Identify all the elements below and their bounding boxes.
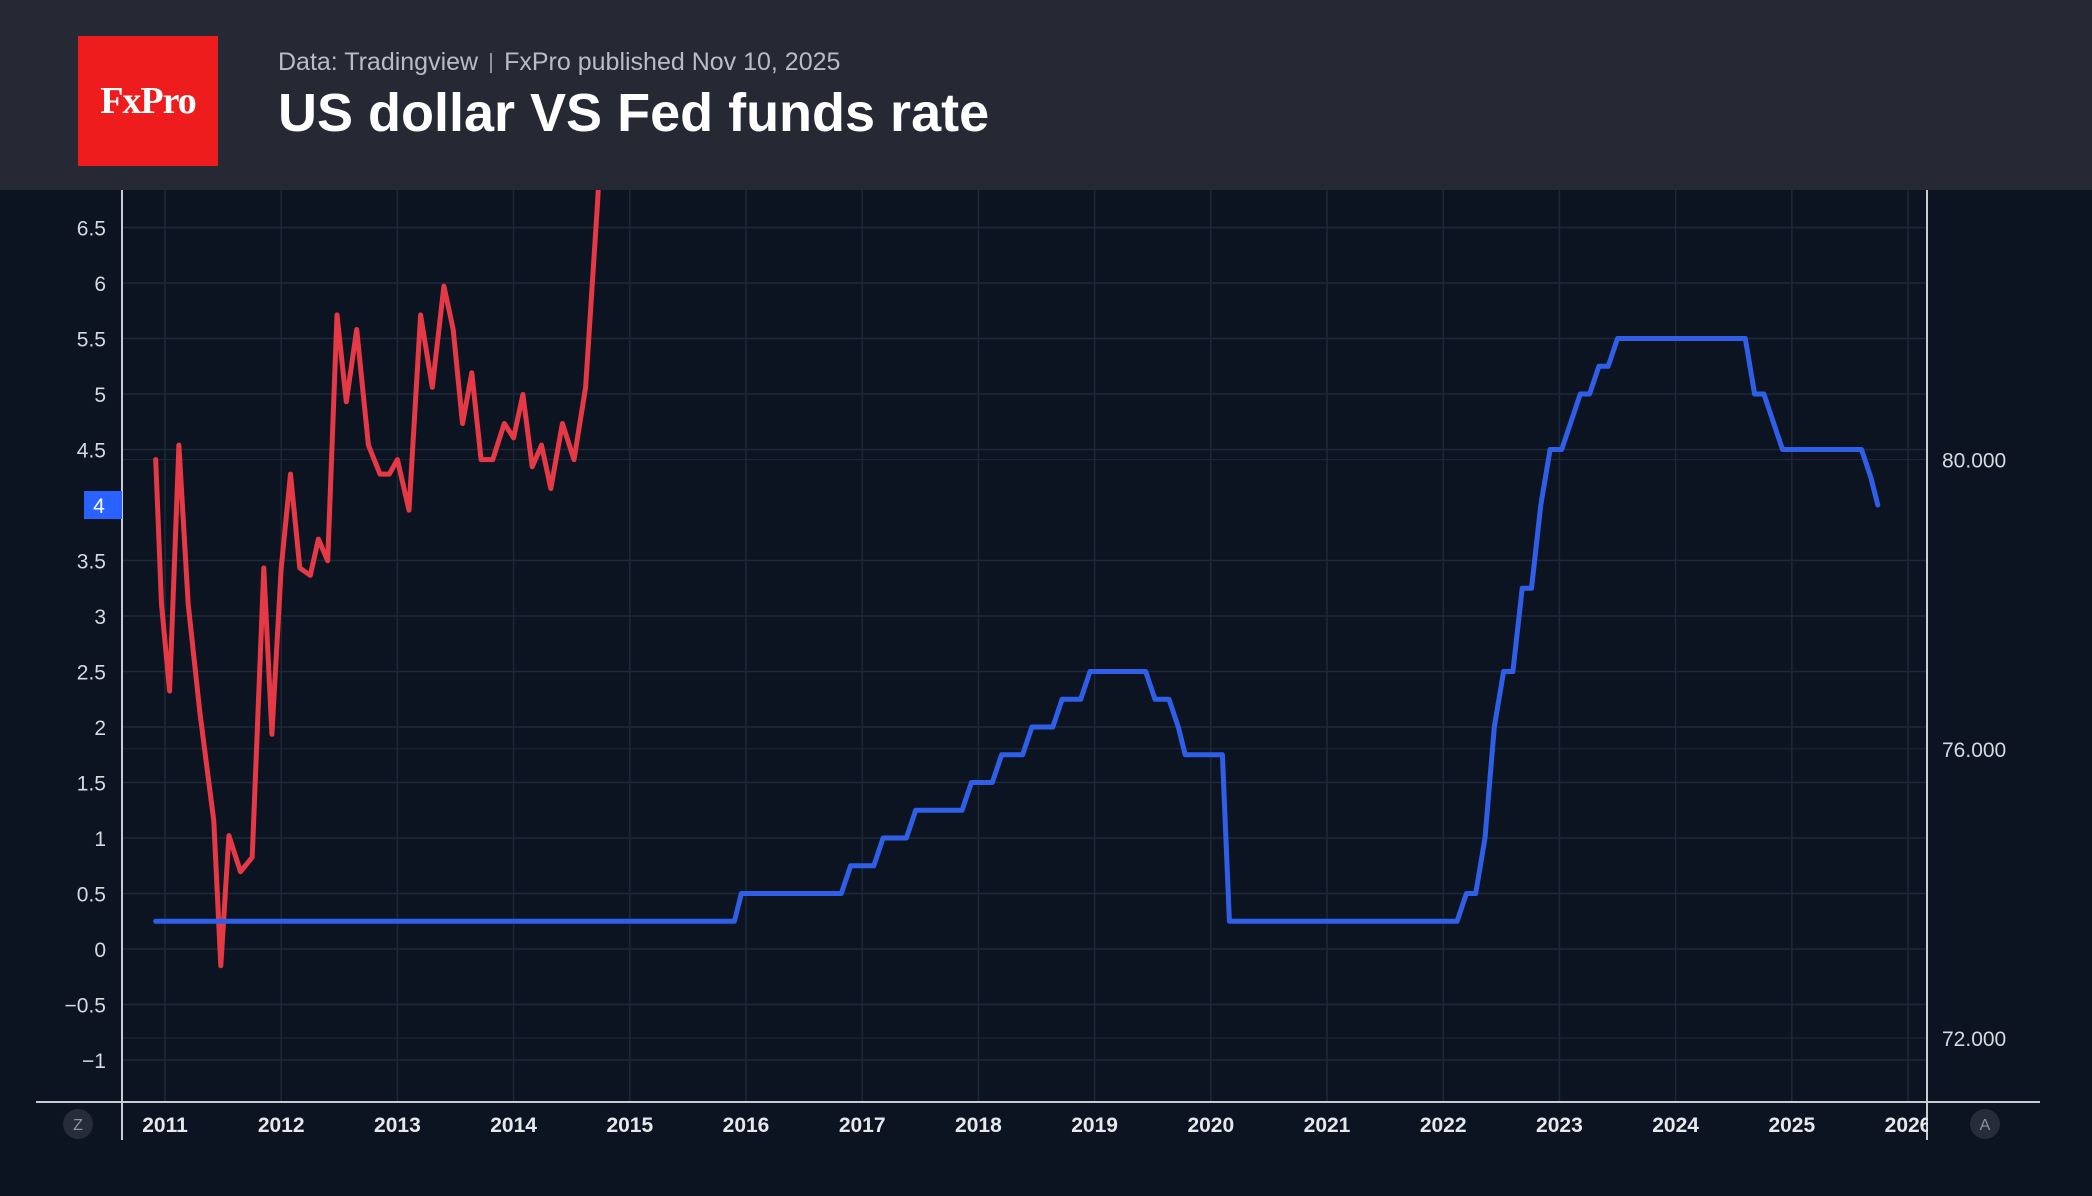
meta-separator	[490, 52, 493, 73]
x-tick-label: 2017	[839, 1114, 886, 1137]
left-tick-label: 4.5	[77, 440, 106, 463]
left-tick-label: 5	[94, 384, 106, 407]
x-tick-label: 2016	[723, 1114, 770, 1137]
plot-background	[0, 190, 2092, 1196]
right-tick-label: 80.000	[1942, 450, 2006, 473]
x-tick-label: 2012	[258, 1114, 305, 1137]
fxpro-logo: FxPro	[78, 36, 218, 166]
logo-text: FxPro	[100, 80, 197, 122]
auto-scale-button-circle	[1970, 1109, 2000, 1139]
axes	[36, 190, 2040, 1140]
auto-scale-button-label: A	[1980, 1117, 1991, 1134]
chart-header: FxPro Data: Tradingview FxPro published …	[0, 0, 2092, 190]
left-tick-label: 6.5	[77, 218, 106, 241]
left-tick-label: −0.5	[65, 995, 106, 1018]
x-tick-label: 2026	[1885, 1114, 1932, 1137]
left-tick-label: 0	[94, 939, 106, 962]
x-tick-label: 2024	[1652, 1114, 1699, 1137]
x-tick-label: 2025	[1768, 1114, 1815, 1137]
zoom-reset-button[interactable]: Z	[63, 1109, 93, 1139]
fed-rate-marker	[84, 491, 122, 519]
axis-labels: 6.565.554.53.532.521.510.50−0.5−14116.00…	[65, 218, 2006, 1144]
series-lines	[153, 190, 1881, 969]
left-tick-label: 2	[94, 717, 106, 740]
right-tick-label: 76.000	[1942, 739, 2006, 762]
x-tick-label: 2021	[1304, 1114, 1351, 1137]
left-tick-label: 2.5	[77, 662, 106, 685]
left-tick-label: 3	[94, 606, 106, 629]
left-tick-label: 6	[94, 273, 106, 296]
left-tick-label: 1	[94, 828, 106, 851]
x-tick-label: 2022	[1420, 1114, 1467, 1137]
left-tick-label: −1	[82, 1050, 106, 1073]
right-tick-label: 72.000	[1942, 1028, 2006, 1051]
fed-funds-rate-line	[153, 336, 1881, 924]
x-tick-label: 2018	[955, 1114, 1002, 1137]
x-tick-label: 2019	[1071, 1114, 1118, 1137]
left-tick-label: 3.5	[77, 551, 106, 574]
published-date: FxPro published Nov 10, 2025	[504, 48, 841, 76]
left-tick-label: 1.5	[77, 773, 106, 796]
chart-meta: Data: Tradingview FxPro published Nov 10…	[278, 48, 840, 77]
left-tick-label: 5.5	[77, 329, 106, 352]
fed-rate-marker-label: 4	[93, 495, 105, 518]
left-tick-label: 0.5	[77, 884, 106, 907]
x-tick-label: 2023	[1536, 1114, 1583, 1137]
x-tick-label: 2020	[1187, 1114, 1234, 1137]
auto-scale-button[interactable]: A	[1970, 1109, 2000, 1139]
us-dollar-line	[153, 190, 601, 969]
zoom-reset-button-label: Z	[73, 1117, 83, 1134]
price-overlays: 99.61518d 18hZA	[63, 1109, 2000, 1139]
data-source: Data: Tradingview	[278, 48, 479, 76]
x-tick-label: 2015	[606, 1114, 653, 1137]
grid-lines	[0, 190, 2092, 1196]
x-tick-label: 2014	[490, 1114, 537, 1137]
zoom-reset-button-circle	[63, 1109, 93, 1139]
chart-title: US dollar VS Fed funds rate	[278, 83, 990, 143]
x-tick-label: 2011	[142, 1114, 188, 1137]
x-tick-label: 2013	[374, 1114, 421, 1137]
chart-canvas[interactable]: 6.565.554.53.532.521.510.50−0.5−14116.00…	[0, 190, 2092, 1196]
